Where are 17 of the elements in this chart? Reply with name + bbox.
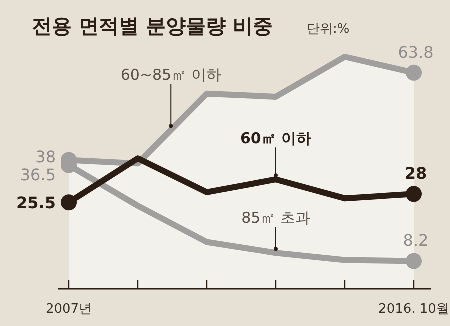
data-label: 63.8: [398, 42, 434, 62]
chart-title: 전용 면적별 분양물량 비중: [32, 14, 273, 38]
chart-subtitle: 단위:%: [307, 22, 350, 37]
point: [406, 186, 422, 202]
data-label: 38: [36, 147, 56, 166]
text: 60㎡ 이하: [240, 130, 312, 148]
series-label: 85㎡ 초과: [242, 209, 310, 228]
point: [406, 64, 422, 81]
series-label: 60~85㎡ 이하: [120, 66, 222, 84]
point: [406, 253, 422, 270]
data-label: 25.5: [16, 194, 56, 213]
data-label: 8.2: [403, 231, 429, 250]
x-tick-label: 2007년: [46, 302, 92, 317]
x-tick-label: 2016. 10월: [378, 302, 450, 317]
data-label: 28: [404, 164, 428, 184]
point: [61, 194, 77, 211]
data-label: 36.5: [20, 165, 56, 184]
